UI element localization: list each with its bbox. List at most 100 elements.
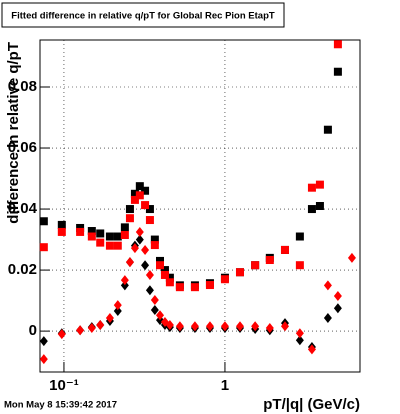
data-point <box>39 243 48 252</box>
y-tick-label: 0.08 <box>8 78 37 95</box>
data-point <box>57 227 66 236</box>
data-point <box>265 323 274 334</box>
data-point <box>141 260 150 271</box>
data-point <box>39 217 48 226</box>
data-point <box>135 182 144 191</box>
data-point <box>150 241 159 250</box>
data-point <box>280 321 289 332</box>
data-point <box>145 205 154 214</box>
data-point <box>113 300 122 311</box>
data-point <box>96 238 105 247</box>
data-point <box>175 283 184 292</box>
data-point <box>165 273 174 282</box>
data-point <box>120 280 129 291</box>
data-point <box>190 321 199 332</box>
data-point <box>113 305 122 316</box>
data-point <box>165 320 174 331</box>
y-tick-label: 0.04 <box>8 200 38 217</box>
x-tick-label: 10⁻¹ <box>49 377 79 394</box>
y-axis-title: difference in relative q/pT <box>5 42 22 224</box>
data-point <box>145 216 154 225</box>
data-point <box>87 227 96 236</box>
data-point <box>135 226 144 237</box>
data-point <box>315 180 324 189</box>
data-point <box>160 266 169 275</box>
data-point <box>141 244 150 255</box>
data-point <box>125 214 134 223</box>
data-point <box>220 321 229 332</box>
data-point <box>220 275 229 284</box>
data-point <box>333 291 342 302</box>
data-point <box>295 335 304 346</box>
data-point <box>205 281 214 290</box>
data-point <box>155 256 164 265</box>
data-point <box>105 232 114 241</box>
data-point <box>295 232 304 241</box>
data-point <box>333 303 342 314</box>
data-point <box>145 285 154 296</box>
data-point <box>307 205 316 214</box>
chart-title: Fitted difference in relative q/pT for G… <box>11 11 275 22</box>
data-point <box>130 189 139 198</box>
title-box <box>1 2 285 28</box>
data-point <box>141 186 150 195</box>
data-point <box>135 234 144 245</box>
plot-frame <box>39 39 361 373</box>
data-point <box>125 205 134 214</box>
data-point <box>295 328 304 339</box>
data-point <box>130 195 139 204</box>
data-point <box>105 241 114 250</box>
y-tick-label: 0.06 <box>8 139 37 156</box>
data-point <box>307 183 316 192</box>
data-point <box>160 270 169 279</box>
data-point <box>251 321 260 332</box>
data-point <box>280 245 289 254</box>
y-tick-label: 0.02 <box>8 261 37 278</box>
data-point <box>130 243 139 254</box>
data-point <box>315 202 324 210</box>
data-point <box>307 344 316 355</box>
data-point <box>96 320 105 331</box>
data-point <box>39 336 48 347</box>
data-point <box>141 201 150 210</box>
x-axis-title: pT/|q| (GeV/c) <box>263 396 360 413</box>
timestamp: Mon May 8 15:39:42 2017 <box>4 400 117 411</box>
data-point <box>113 241 122 250</box>
data-point <box>323 312 332 323</box>
data-point <box>120 230 129 239</box>
data-point <box>39 354 48 365</box>
data-point <box>120 223 129 232</box>
data-point <box>155 261 164 270</box>
data-point <box>295 261 304 270</box>
data-point <box>135 191 144 200</box>
data-point <box>150 294 159 305</box>
data-point <box>125 257 134 268</box>
data-point <box>323 125 332 134</box>
data-point <box>113 232 122 241</box>
data-point <box>333 40 342 49</box>
data-point <box>87 323 96 334</box>
data-point <box>76 325 85 336</box>
data-point <box>87 232 96 241</box>
data-point <box>235 268 244 277</box>
data-point <box>57 329 66 340</box>
data-point <box>175 321 184 332</box>
data-point <box>145 269 154 280</box>
data-point <box>96 229 105 238</box>
data-point <box>165 278 174 287</box>
data-point <box>57 220 66 229</box>
data-point <box>205 321 214 332</box>
data-point <box>347 252 356 263</box>
data-point <box>190 283 199 292</box>
data-point <box>155 310 164 321</box>
data-point <box>333 67 342 76</box>
x-tick-label: 1 <box>221 377 229 394</box>
data-point <box>76 227 85 236</box>
y-tick-label: 0 <box>29 322 37 339</box>
data-point <box>120 275 129 286</box>
data-point <box>150 305 159 316</box>
data-point <box>251 261 260 270</box>
data-point <box>105 312 114 323</box>
